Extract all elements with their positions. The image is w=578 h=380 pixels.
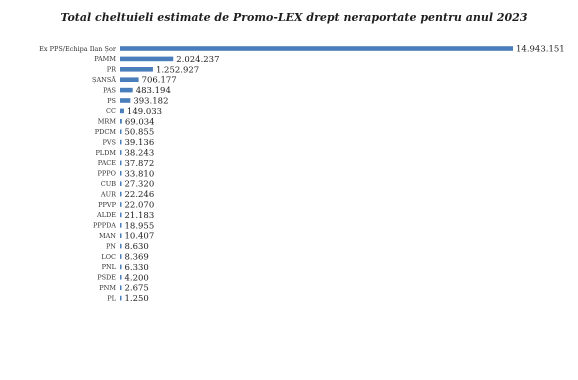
value-label: 50.855 bbox=[125, 128, 155, 138]
value-label: 483.194 bbox=[136, 86, 171, 96]
category-label: PLDM bbox=[95, 149, 116, 157]
value-label: 149.033 bbox=[127, 107, 162, 117]
category-label: PDCM bbox=[95, 128, 117, 136]
category-label: PS bbox=[107, 97, 116, 105]
value-label: 8.369 bbox=[125, 253, 149, 263]
category-label: MRM bbox=[98, 118, 117, 126]
category-label: PAMM bbox=[94, 55, 116, 63]
value-label: 18.955 bbox=[125, 221, 155, 231]
value-label: 14.943.151 bbox=[516, 45, 565, 55]
value-label: 1.252.927 bbox=[156, 65, 199, 75]
value-label: 37.872 bbox=[125, 159, 155, 169]
bar bbox=[120, 77, 139, 82]
category-label: PPPDA bbox=[93, 222, 116, 230]
value-label: 706.177 bbox=[142, 76, 177, 86]
bar bbox=[120, 191, 122, 197]
value-label: 22.070 bbox=[125, 201, 155, 211]
bar bbox=[120, 108, 124, 114]
bar bbox=[120, 202, 122, 207]
value-label: 33.810 bbox=[125, 169, 155, 179]
category-label: ALDE bbox=[96, 211, 116, 219]
category-label: PVS bbox=[102, 138, 116, 146]
bar bbox=[120, 98, 131, 103]
category-label: PPPO bbox=[98, 170, 116, 178]
value-label: 1.250 bbox=[125, 294, 149, 304]
category-label: PSDE bbox=[97, 274, 116, 282]
bar bbox=[120, 56, 174, 62]
category-label: CUB bbox=[101, 180, 116, 188]
value-label: 69.034 bbox=[125, 117, 155, 127]
value-label: 2.675 bbox=[125, 284, 149, 294]
bar bbox=[120, 181, 122, 186]
bar bbox=[120, 264, 122, 270]
bar bbox=[120, 46, 513, 51]
value-label: 39.136 bbox=[125, 138, 155, 148]
value-label: 27.320 bbox=[125, 180, 155, 190]
chart-title: Total cheltuieli estimate de Promo-LEX d… bbox=[61, 11, 528, 24]
category-label: LOC bbox=[101, 253, 116, 261]
bar bbox=[120, 150, 122, 155]
category-label: PR bbox=[107, 66, 117, 74]
bar bbox=[120, 67, 153, 72]
bar bbox=[120, 171, 122, 176]
category-label: MAN bbox=[99, 232, 116, 240]
value-label: 10.407 bbox=[125, 232, 155, 242]
value-label: 21.183 bbox=[125, 211, 155, 221]
bar bbox=[120, 254, 122, 259]
category-label: PNL bbox=[102, 263, 117, 271]
bar bbox=[120, 160, 122, 166]
value-label: 8.630 bbox=[125, 242, 149, 252]
bar bbox=[120, 212, 122, 218]
value-label: 38.243 bbox=[125, 149, 155, 159]
category-label: CC bbox=[106, 107, 116, 115]
bar bbox=[120, 87, 133, 93]
value-label: 6.330 bbox=[125, 263, 149, 273]
category-label: PAS bbox=[103, 86, 116, 94]
bar bbox=[120, 129, 122, 134]
bar bbox=[120, 139, 122, 145]
bar bbox=[120, 243, 122, 249]
bars-group: Ex PPS/Echipa Ilan Șor 14.943.151 PAMM 2.02… bbox=[39, 45, 565, 305]
category-label: AUR bbox=[100, 190, 117, 198]
value-label: 4.200 bbox=[125, 273, 149, 283]
category-label: PACE bbox=[98, 159, 116, 167]
value-label: 22.246 bbox=[125, 190, 155, 200]
bar bbox=[120, 119, 122, 124]
category-label: PL bbox=[107, 294, 116, 302]
bar bbox=[120, 275, 122, 280]
bar bbox=[120, 233, 122, 238]
bar bbox=[120, 295, 122, 301]
bar bbox=[120, 285, 122, 290]
value-label: 2.024.237 bbox=[176, 55, 219, 65]
category-label: PNM bbox=[99, 284, 116, 292]
category-label: ȘANSĂ bbox=[92, 75, 116, 84]
value-label: 393.182 bbox=[133, 97, 168, 107]
bar bbox=[120, 223, 122, 228]
category-label: PN bbox=[106, 242, 116, 250]
category-label: Ex PPS/Echipa Ilan Șor bbox=[39, 45, 117, 53]
category-label: PPVP bbox=[98, 201, 116, 209]
